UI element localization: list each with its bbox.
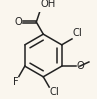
Text: Cl: Cl bbox=[72, 29, 82, 39]
Text: O: O bbox=[15, 17, 23, 27]
Text: F: F bbox=[13, 77, 18, 87]
Text: O: O bbox=[76, 61, 84, 71]
Text: OH: OH bbox=[41, 0, 56, 9]
Text: Cl: Cl bbox=[50, 88, 59, 98]
